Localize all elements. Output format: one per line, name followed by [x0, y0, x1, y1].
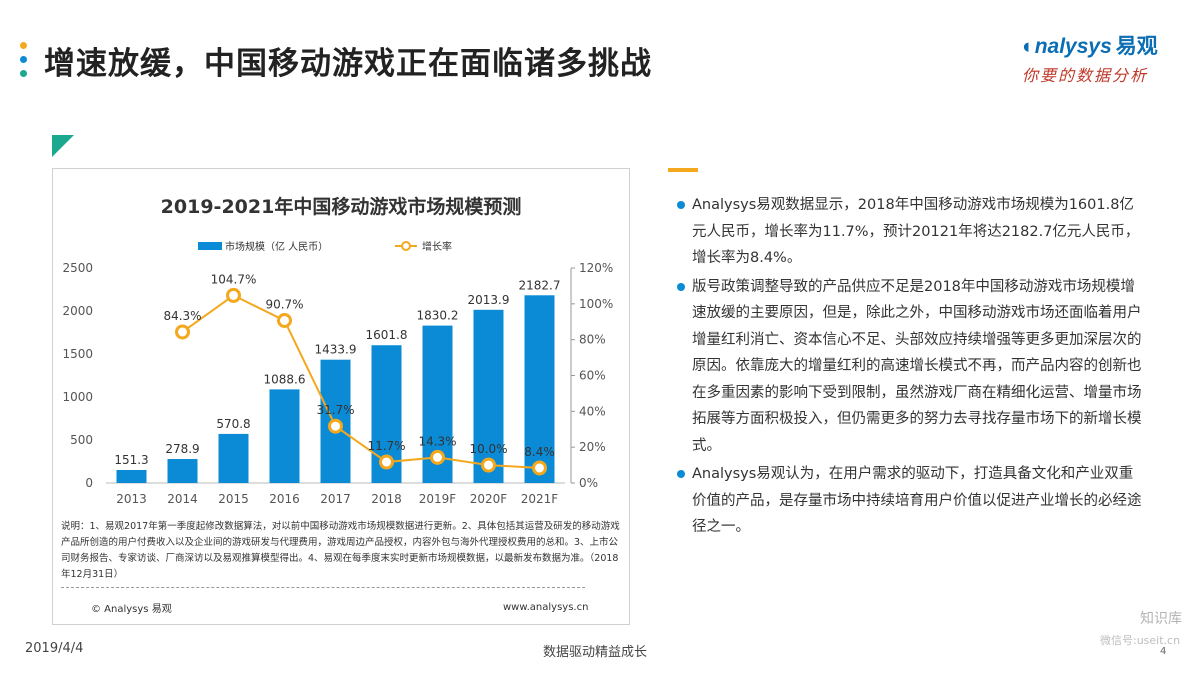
- growth-label: 8.4%: [524, 445, 555, 459]
- corner-triangle-icon: [52, 135, 74, 157]
- growth-label: 104.7%: [211, 272, 257, 286]
- bar-2021F: [524, 295, 555, 483]
- growth-label: 31.7%: [316, 403, 354, 417]
- bar-2013: [116, 469, 147, 483]
- y-right-tick: 40%: [579, 404, 606, 418]
- y-right-tick: 100%: [579, 297, 613, 311]
- growth-label: 84.3%: [163, 309, 201, 323]
- growth-label: 90.7%: [265, 297, 303, 311]
- legend-label-line: 增长率: [422, 240, 452, 253]
- bar-label: 1601.8: [366, 328, 408, 342]
- footer-date: 2019/4/4: [25, 641, 84, 656]
- x-tick: 2013: [116, 492, 147, 506]
- growth-point-2018: [379, 454, 394, 470]
- bar-label: 570.8: [216, 417, 250, 431]
- x-tick: 2021F: [521, 492, 559, 506]
- bullet-list: Analysys易观数据显示，2018年中国移动游戏市场规模为1601.8亿元人…: [676, 192, 1146, 543]
- dot-orange: [20, 42, 27, 49]
- notes-divider: [61, 587, 585, 589]
- x-tick: 2016: [269, 492, 300, 506]
- growth-point-2015: [226, 287, 241, 303]
- website-link[interactable]: www.analysys.cn: [503, 602, 589, 613]
- logo-cn: 易观: [1115, 35, 1158, 58]
- growth-line: [181, 294, 540, 469]
- growth-point-2016: [277, 312, 292, 328]
- legend-marker-line: [401, 241, 411, 251]
- dot-blue: [20, 56, 27, 63]
- x-tick: 2018: [371, 492, 402, 506]
- growth-point-2017: [328, 418, 343, 434]
- title-dots: [20, 42, 28, 84]
- growth-point-2019F: [430, 449, 445, 465]
- chart-panel: 2019-2021年中国移动游戏市场规模预测市场规模（亿 人民币） 增长率 0 500…: [52, 168, 630, 625]
- y-left-tick: 2500: [62, 261, 93, 275]
- bar-2015: [218, 433, 249, 483]
- y-left-tick: 1000: [62, 390, 93, 404]
- accent-bar: [668, 168, 698, 172]
- bar-label: 1433.9: [315, 343, 357, 357]
- legend-label-bars: 市场规模（亿 人民币）: [225, 240, 328, 253]
- x-tick: 2020F: [470, 492, 508, 506]
- y-right-tick: 20%: [579, 440, 606, 454]
- x-tick: 2015: [218, 492, 249, 506]
- y-left-tick: 1500: [62, 347, 93, 361]
- y-right-tick: 60%: [579, 369, 606, 383]
- bar-label: 2013.9: [468, 293, 510, 307]
- chart-title: 2019-2021年中国移动游戏市场规模预测: [161, 195, 522, 218]
- logo-a-icon: ◐: [1022, 35, 1035, 58]
- y-right-tick: 0%: [579, 476, 598, 490]
- growth-point-2014: [175, 324, 190, 340]
- y-left-tick: 0: [85, 476, 93, 490]
- y-left-tick: 500: [70, 433, 93, 447]
- page-number: 4: [1160, 646, 1167, 657]
- bar-label: 278.9: [165, 442, 199, 456]
- logo-text: nalysys: [1034, 35, 1112, 58]
- growth-label: 10.0%: [469, 442, 507, 456]
- watermark-sub: 微信号:useit.cn: [1100, 634, 1181, 647]
- copyright: © Analysys 易观: [91, 604, 172, 615]
- growth-point-2021F: [532, 460, 547, 476]
- growth-point-2020F: [481, 457, 496, 473]
- y-right-tick: 120%: [579, 261, 613, 275]
- watermark-title: 知识库: [1140, 611, 1182, 627]
- footer-slogan: 数据驱动精益成长: [543, 645, 648, 660]
- bar-2016: [269, 389, 300, 483]
- bullet-item-2: 版号政策调整导致的产品供应不足是2018年中国移动游戏市场规模增速放缓的主要原因…: [676, 274, 1146, 460]
- analysys-logo: ◐nalysys 易观 你要的数据分析: [1022, 30, 1182, 90]
- logo-slogan: 你要的数据分析: [1022, 66, 1149, 85]
- page-title: 增速放缓，中国移动游戏正在面临诸多挑战: [44, 46, 652, 82]
- x-tick: 2019F: [419, 492, 457, 506]
- y-left-tick: 2000: [62, 304, 93, 318]
- watermark: 知识库 微信号:useit.cn: [1100, 608, 1195, 663]
- growth-label: 14.3%: [418, 434, 456, 448]
- chart-notes: 说明：1、易观2017年第一季度起修改数据算法，对以前中国移动游戏市场规模数据进…: [61, 521, 620, 580]
- bar-label: 1088.6: [264, 372, 306, 386]
- growth-label: 11.7%: [367, 439, 405, 453]
- bar-2020F: [473, 309, 504, 483]
- x-tick: 2017: [320, 492, 351, 506]
- legend-swatch-bars: [198, 242, 222, 250]
- x-tick: 2014: [167, 492, 198, 506]
- bullet-item-1: Analysys易观数据显示，2018年中国移动游戏市场规模为1601.8亿元人…: [676, 192, 1146, 272]
- bullet-item-3: Analysys易观认为，在用户需求的驱动下，打造具备文化和产业双重价值的产品，…: [676, 461, 1146, 541]
- bar-2014: [167, 459, 198, 483]
- y-right-tick: 80%: [579, 333, 606, 347]
- dot-teal: [20, 70, 27, 77]
- bar-label: 1830.2: [417, 309, 459, 323]
- bar-label: 151.3: [114, 453, 148, 467]
- bar-label: 2182.7: [519, 278, 561, 292]
